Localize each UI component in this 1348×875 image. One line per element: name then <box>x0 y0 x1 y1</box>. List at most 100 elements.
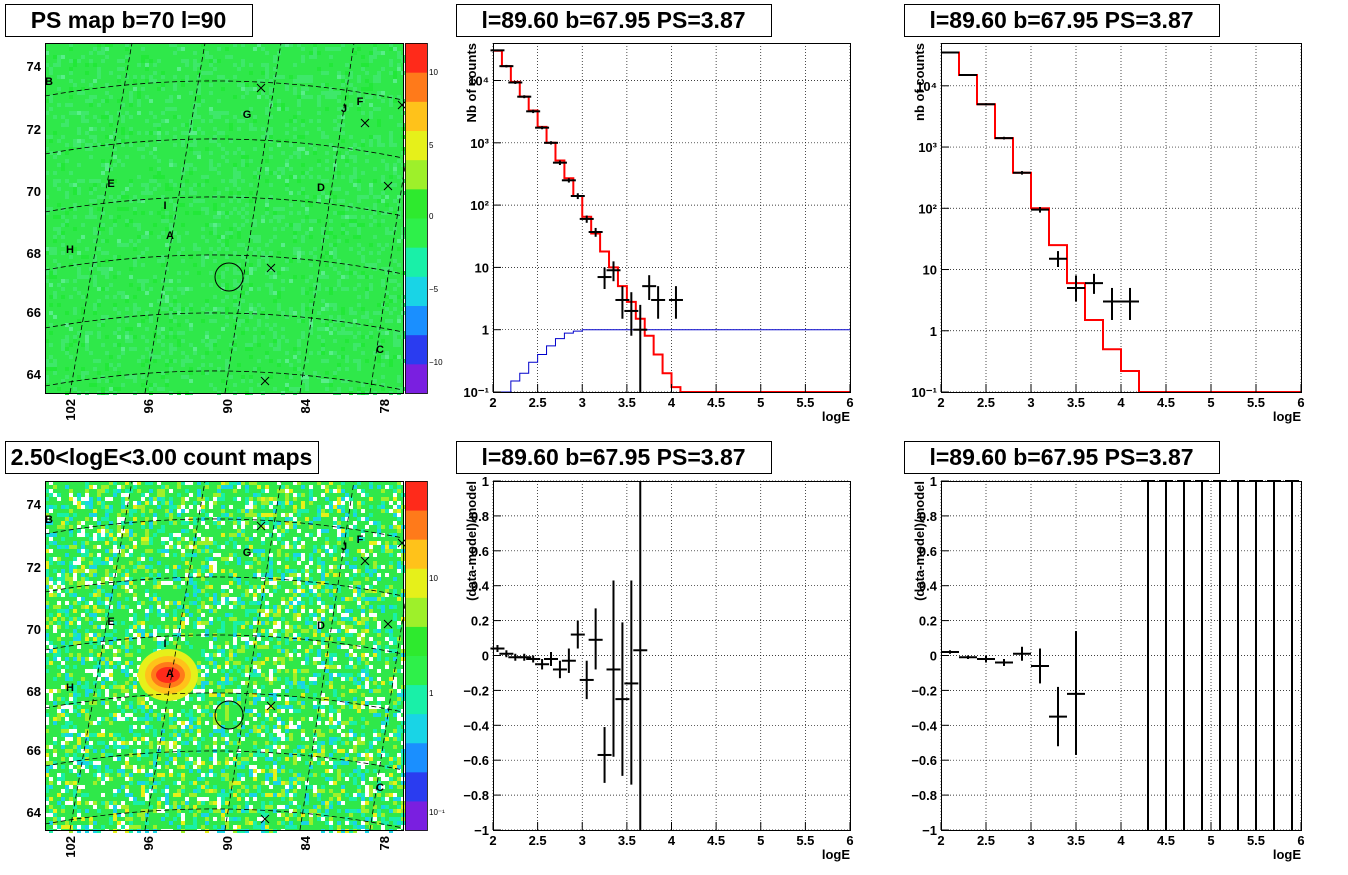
map-pixel <box>373 597 377 601</box>
map-pixel <box>193 581 197 585</box>
map-pixel <box>109 733 113 737</box>
map-pixel <box>185 569 189 573</box>
map-pixel <box>257 167 261 171</box>
map-pixel <box>241 331 245 335</box>
grid-latitude <box>44 80 404 101</box>
map-pixel <box>73 183 77 187</box>
map-pixel <box>277 251 281 255</box>
map-pixel <box>281 533 285 537</box>
map-pixel <box>197 733 201 737</box>
map-pixel <box>169 199 173 203</box>
map-pixel <box>129 553 133 557</box>
map-pixel <box>141 505 145 509</box>
map-pixel <box>141 155 145 159</box>
map-pixel <box>173 87 177 91</box>
map-pixel <box>77 131 81 135</box>
map-pixel <box>361 87 365 91</box>
map-pixel <box>341 287 345 291</box>
map-pixel <box>341 621 345 625</box>
map-pixel <box>289 685 293 689</box>
map-pixel <box>61 513 65 517</box>
map-pixel <box>337 151 341 155</box>
map-pixel <box>249 375 253 379</box>
map-pixel <box>277 533 281 537</box>
map-pixel <box>361 529 365 533</box>
map-pixel <box>185 131 189 135</box>
map-pixel <box>161 541 165 545</box>
map-pixel <box>121 163 125 167</box>
map-pixel <box>57 525 61 529</box>
map-pixel <box>293 175 297 179</box>
map-pixel <box>113 553 117 557</box>
map-pixel <box>353 757 357 761</box>
map-pixel <box>305 95 309 99</box>
map-pixel <box>197 71 201 75</box>
map-pixel <box>397 505 401 509</box>
map-pixel <box>121 119 125 123</box>
map-pixel <box>321 343 325 347</box>
map-pixel <box>101 195 105 199</box>
map-pixel <box>189 481 193 485</box>
map-pixel <box>369 251 373 255</box>
map-pixel <box>357 359 361 363</box>
map-pixel <box>137 323 141 327</box>
map-pixel <box>105 665 109 669</box>
map-pixel <box>101 701 105 705</box>
map-pixel <box>77 581 81 585</box>
map-pixel <box>189 203 193 207</box>
map-pixel <box>345 239 349 243</box>
map-pixel <box>97 43 101 47</box>
map-pixel <box>185 713 189 717</box>
map-pixel <box>277 709 281 713</box>
map-pixel <box>113 537 117 541</box>
map-pixel <box>201 561 205 565</box>
map-pixel <box>233 621 237 625</box>
map-pixel <box>189 119 193 123</box>
map-pixel <box>229 649 233 653</box>
map-pixel <box>353 653 357 657</box>
map-pixel <box>61 685 65 689</box>
map-pixel <box>361 195 365 199</box>
map-pixel <box>93 537 97 541</box>
map-pixel <box>121 553 125 557</box>
map-pixel <box>213 111 217 115</box>
map-pixel <box>349 203 353 207</box>
map-pixel <box>129 99 133 103</box>
map-pixel <box>225 741 229 745</box>
map-pixel <box>153 383 157 387</box>
map-pixel <box>357 103 361 107</box>
map-pixel <box>113 489 117 493</box>
map-pixel <box>225 135 229 139</box>
map-pixel <box>185 271 189 275</box>
map-pixel <box>157 549 161 553</box>
map-pixel <box>61 577 65 581</box>
map-pixel <box>301 541 305 545</box>
map-pixel <box>97 497 101 501</box>
map-pixel <box>281 577 285 581</box>
map-pixel <box>49 95 53 99</box>
map-pixel <box>305 75 309 79</box>
map-pixel <box>337 271 341 275</box>
map-pixel <box>229 589 233 593</box>
map-pixel <box>105 541 109 545</box>
map-pixel <box>145 537 149 541</box>
map-pixel <box>65 553 69 557</box>
map-pixel <box>313 219 317 223</box>
map-pixel <box>221 693 225 697</box>
map-pixel <box>353 87 357 91</box>
map-pixel <box>109 549 113 553</box>
map-pixel <box>53 645 57 649</box>
map-pixel <box>345 207 349 211</box>
map-pixel <box>117 311 121 315</box>
map-pixel <box>313 629 317 633</box>
map-pixel <box>301 585 305 589</box>
map-pixel <box>241 255 245 259</box>
map-pixel <box>297 255 301 259</box>
map-pixel <box>137 279 141 283</box>
map-pixel <box>321 91 325 95</box>
map-pixel <box>121 347 125 351</box>
map-pixel <box>137 307 141 311</box>
map-pixel <box>281 227 285 231</box>
map-pixel <box>349 721 353 725</box>
map-pixel <box>385 243 389 247</box>
